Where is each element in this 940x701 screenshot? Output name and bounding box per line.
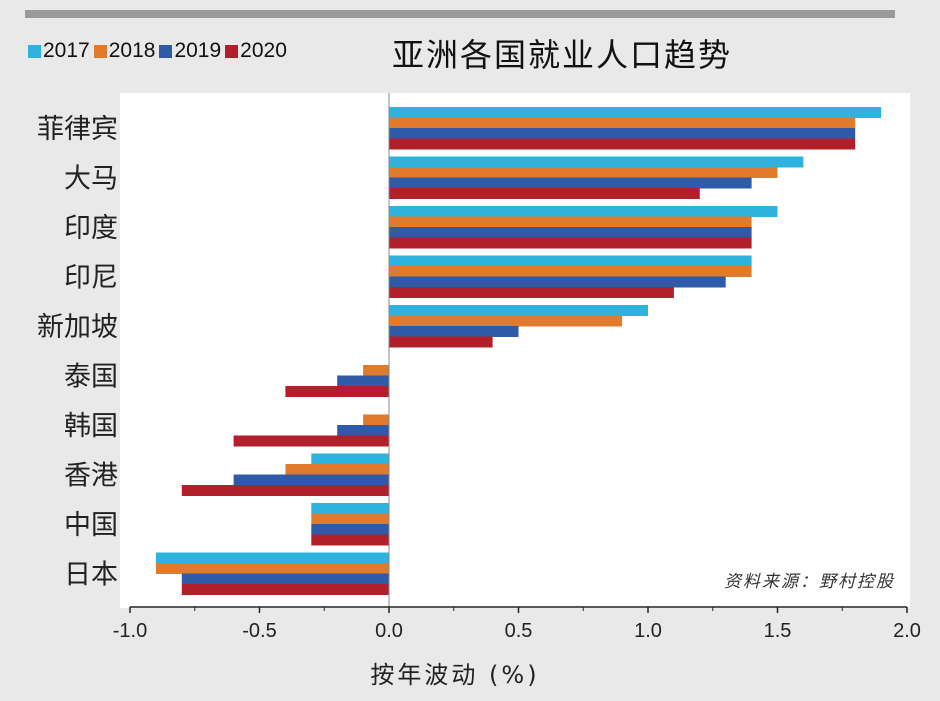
bar-2020-1 (389, 188, 700, 199)
bar-2017-3 (389, 255, 752, 267)
x-tick-label: -0.5 (242, 620, 276, 642)
chart-legend: 2017 2018 2019 2020 (28, 38, 291, 64)
bar-2019-6 (337, 425, 389, 436)
bar-2020-9 (181, 584, 389, 595)
bar-2018-7 (285, 464, 389, 475)
bar-2017-0 (389, 107, 882, 118)
bar-2020-0 (389, 138, 856, 150)
bar-2020-4 (389, 336, 493, 348)
bar-2020-6 (233, 435, 389, 447)
category-label: 印尼 (64, 263, 118, 294)
bar-2018-8 (311, 513, 389, 525)
top-rule (25, 10, 895, 18)
category-label: 韩国 (64, 411, 118, 442)
bar-2018-9 (155, 563, 389, 574)
bar-2018-6 (363, 414, 389, 426)
bar-2019-4 (389, 326, 519, 337)
category-label: 印度 (64, 213, 118, 244)
bar-2020-2 (389, 237, 752, 249)
bar-2019-5 (337, 375, 389, 387)
bar-2020-7 (181, 485, 389, 496)
bar-2017-7 (311, 453, 389, 465)
legend-label: 2018 (108, 39, 156, 62)
legend-label: 2020 (240, 39, 287, 62)
category-label: 泰国 (64, 362, 118, 393)
bar-2020-5 (285, 386, 389, 397)
x-tick-label: 1.5 (764, 620, 792, 642)
bar-2019-0 (389, 128, 856, 139)
category-label: 大马 (64, 164, 118, 195)
legend-label: 2019 (174, 39, 222, 62)
bar-2019-8 (311, 524, 389, 535)
legend-item-2020: 2020 (225, 39, 287, 63)
legend-swatch (93, 44, 107, 58)
x-tick-label: 1.0 (634, 620, 662, 642)
bar-2017-4 (389, 305, 648, 316)
chart-title: 亚洲各国就业人口趋势 (392, 36, 733, 74)
x-tick-label: 2.0 (893, 620, 921, 642)
bar-2019-1 (389, 177, 752, 189)
legend-item-2019: 2019 (159, 39, 221, 63)
legend-item-2018: 2018 (93, 39, 156, 63)
category-label: 中国 (64, 510, 118, 541)
legend-label: 2017 (43, 39, 90, 62)
bar-2020-8 (311, 534, 389, 546)
bar-2019-2 (389, 227, 752, 238)
bar-2018-1 (389, 167, 778, 178)
bar-2018-5 (363, 365, 389, 376)
bar-2020-3 (389, 287, 674, 298)
category-label: 香港 (64, 461, 118, 492)
category-label: 日本 (64, 560, 118, 591)
bar-2018-2 (389, 216, 752, 228)
bar-2019-3 (389, 276, 726, 288)
bar-2017-2 (389, 206, 778, 217)
category-label: 新加坡 (37, 312, 118, 343)
bar-2017-1 (389, 156, 804, 168)
x-tick-label: 0.0 (375, 620, 403, 642)
bar-2018-0 (389, 117, 856, 129)
bar-2017-8 (311, 503, 389, 514)
x-axis-title: 按年波动 (%) (370, 661, 539, 689)
x-tick-label: -1.0 (113, 620, 147, 642)
legend-item-2017: 2017 (28, 39, 90, 63)
bar-2018-4 (389, 315, 623, 327)
legend-swatch (28, 44, 41, 58)
bar-2018-3 (389, 266, 752, 277)
legend-swatch (225, 44, 239, 58)
x-axis: -1.0 -0.5 0.0 0.5 1.0 1.5 2.0 (113, 606, 921, 642)
category-label: 菲律宾 (37, 114, 118, 145)
bar-2019-7 (233, 474, 389, 486)
bar-2017-9 (155, 552, 389, 564)
x-tick-label: 0.5 (505, 620, 533, 642)
bar-2019-9 (181, 573, 389, 585)
bars-group (155, 107, 882, 595)
legend-swatch (159, 44, 173, 58)
source-annotation: 资料来源：野村控股 (724, 572, 895, 592)
